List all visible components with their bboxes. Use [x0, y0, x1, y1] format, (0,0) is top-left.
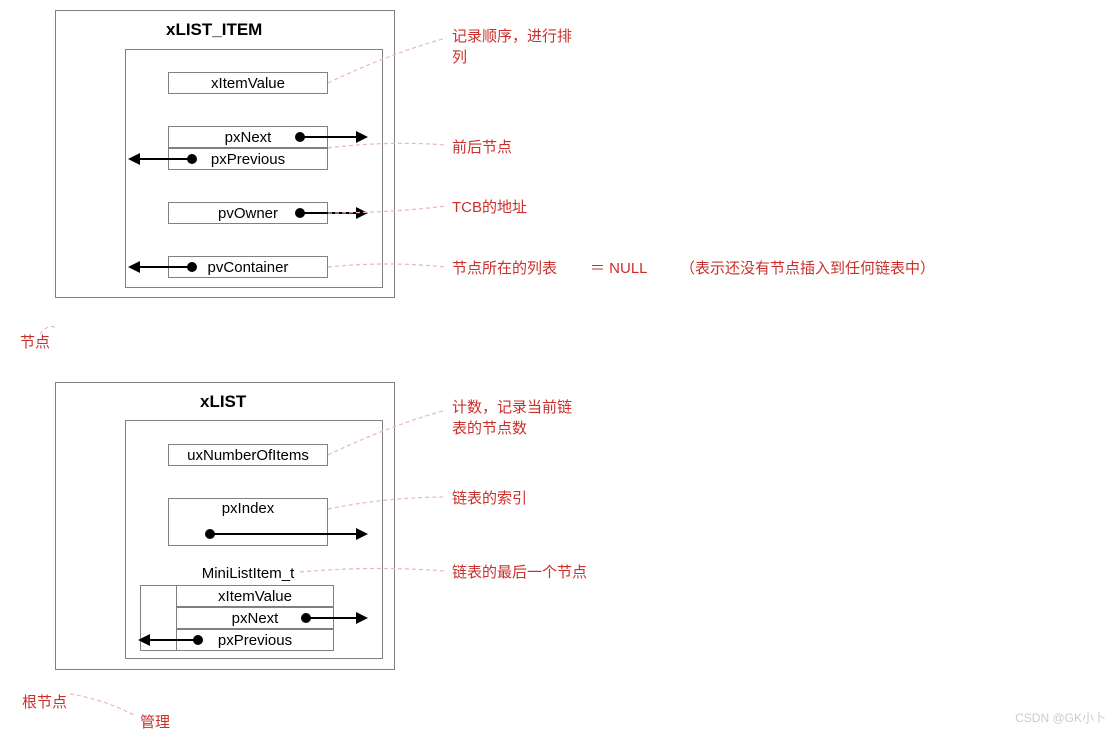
- anno-count: 计数，记录当前链 表的节点数: [452, 397, 572, 439]
- xlist-title: xLIST: [200, 392, 246, 412]
- anno-container-list: 节点所在的列表: [452, 258, 557, 279]
- mini-xitemvalue: xItemValue: [176, 585, 334, 607]
- field-xitemvalue: xItemValue: [168, 72, 328, 94]
- anno-null-explain: （表示还没有节点插入到任何链表中）: [680, 258, 935, 279]
- anno-prev-next-nodes: 前后节点: [452, 137, 512, 158]
- anno-sort-order: 记录顺序，进行排 列: [452, 26, 572, 68]
- watermark: CSDN @GK小卜: [1015, 709, 1106, 726]
- anno-node: 节点: [20, 332, 50, 353]
- anno-tcb-address: TCB的地址: [452, 197, 527, 218]
- anno-list-index: 链表的索引: [452, 488, 527, 509]
- anno-equals-null: ＝ NULL: [590, 258, 648, 279]
- field-pvcontainer: pvContainer: [168, 256, 328, 278]
- anno-last-node: 链表的最后一个节点: [452, 562, 587, 583]
- field-uxnumberofitems: uxNumberOfItems: [168, 444, 328, 466]
- mini-pxnext: pxNext: [176, 607, 334, 629]
- anno-root-node: 根节点: [22, 692, 67, 713]
- field-pvowner: pvOwner: [168, 202, 328, 224]
- xlist-item-title: xLIST_ITEM: [166, 20, 262, 40]
- field-pxnext: pxNext: [168, 126, 328, 148]
- field-pxindex-label: pxIndex: [168, 498, 328, 520]
- field-pxprevious: pxPrevious: [168, 148, 328, 170]
- minilistitem-title: MiniListItem_t: [168, 565, 328, 582]
- mini-pxprevious: pxPrevious: [176, 629, 334, 651]
